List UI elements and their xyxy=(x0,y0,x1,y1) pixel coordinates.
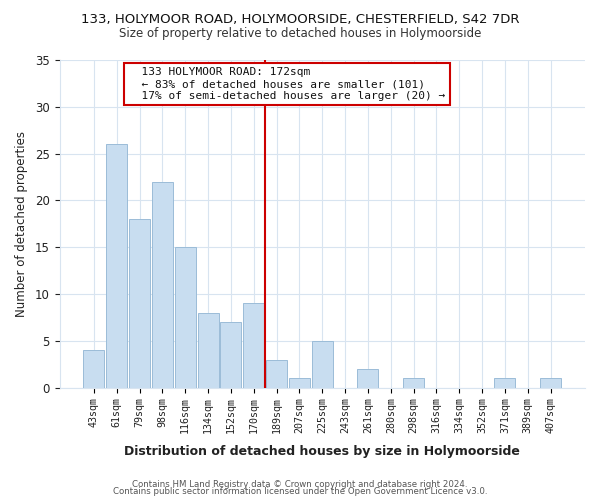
Bar xyxy=(129,219,150,388)
Bar xyxy=(175,247,196,388)
Bar xyxy=(197,313,218,388)
Bar xyxy=(494,378,515,388)
Bar xyxy=(540,378,561,388)
Bar xyxy=(358,369,379,388)
Text: 133, HOLYMOOR ROAD, HOLYMOORSIDE, CHESTERFIELD, S42 7DR: 133, HOLYMOOR ROAD, HOLYMOORSIDE, CHESTE… xyxy=(81,12,519,26)
Text: Size of property relative to detached houses in Holymoorside: Size of property relative to detached ho… xyxy=(119,28,481,40)
Y-axis label: Number of detached properties: Number of detached properties xyxy=(15,131,28,317)
Bar xyxy=(106,144,127,388)
Bar xyxy=(312,341,333,388)
Bar xyxy=(220,322,241,388)
X-axis label: Distribution of detached houses by size in Holymoorside: Distribution of detached houses by size … xyxy=(124,444,520,458)
Bar xyxy=(152,182,173,388)
Text: Contains HM Land Registry data © Crown copyright and database right 2024.: Contains HM Land Registry data © Crown c… xyxy=(132,480,468,489)
Text: 133 HOLYMOOR ROAD: 172sqm
  ← 83% of detached houses are smaller (101)
  17% of : 133 HOLYMOOR ROAD: 172sqm ← 83% of detac… xyxy=(128,68,445,100)
Bar xyxy=(289,378,310,388)
Text: Contains public sector information licensed under the Open Government Licence v3: Contains public sector information licen… xyxy=(113,487,487,496)
Bar xyxy=(243,304,264,388)
Bar xyxy=(403,378,424,388)
Bar xyxy=(83,350,104,388)
Bar xyxy=(266,360,287,388)
